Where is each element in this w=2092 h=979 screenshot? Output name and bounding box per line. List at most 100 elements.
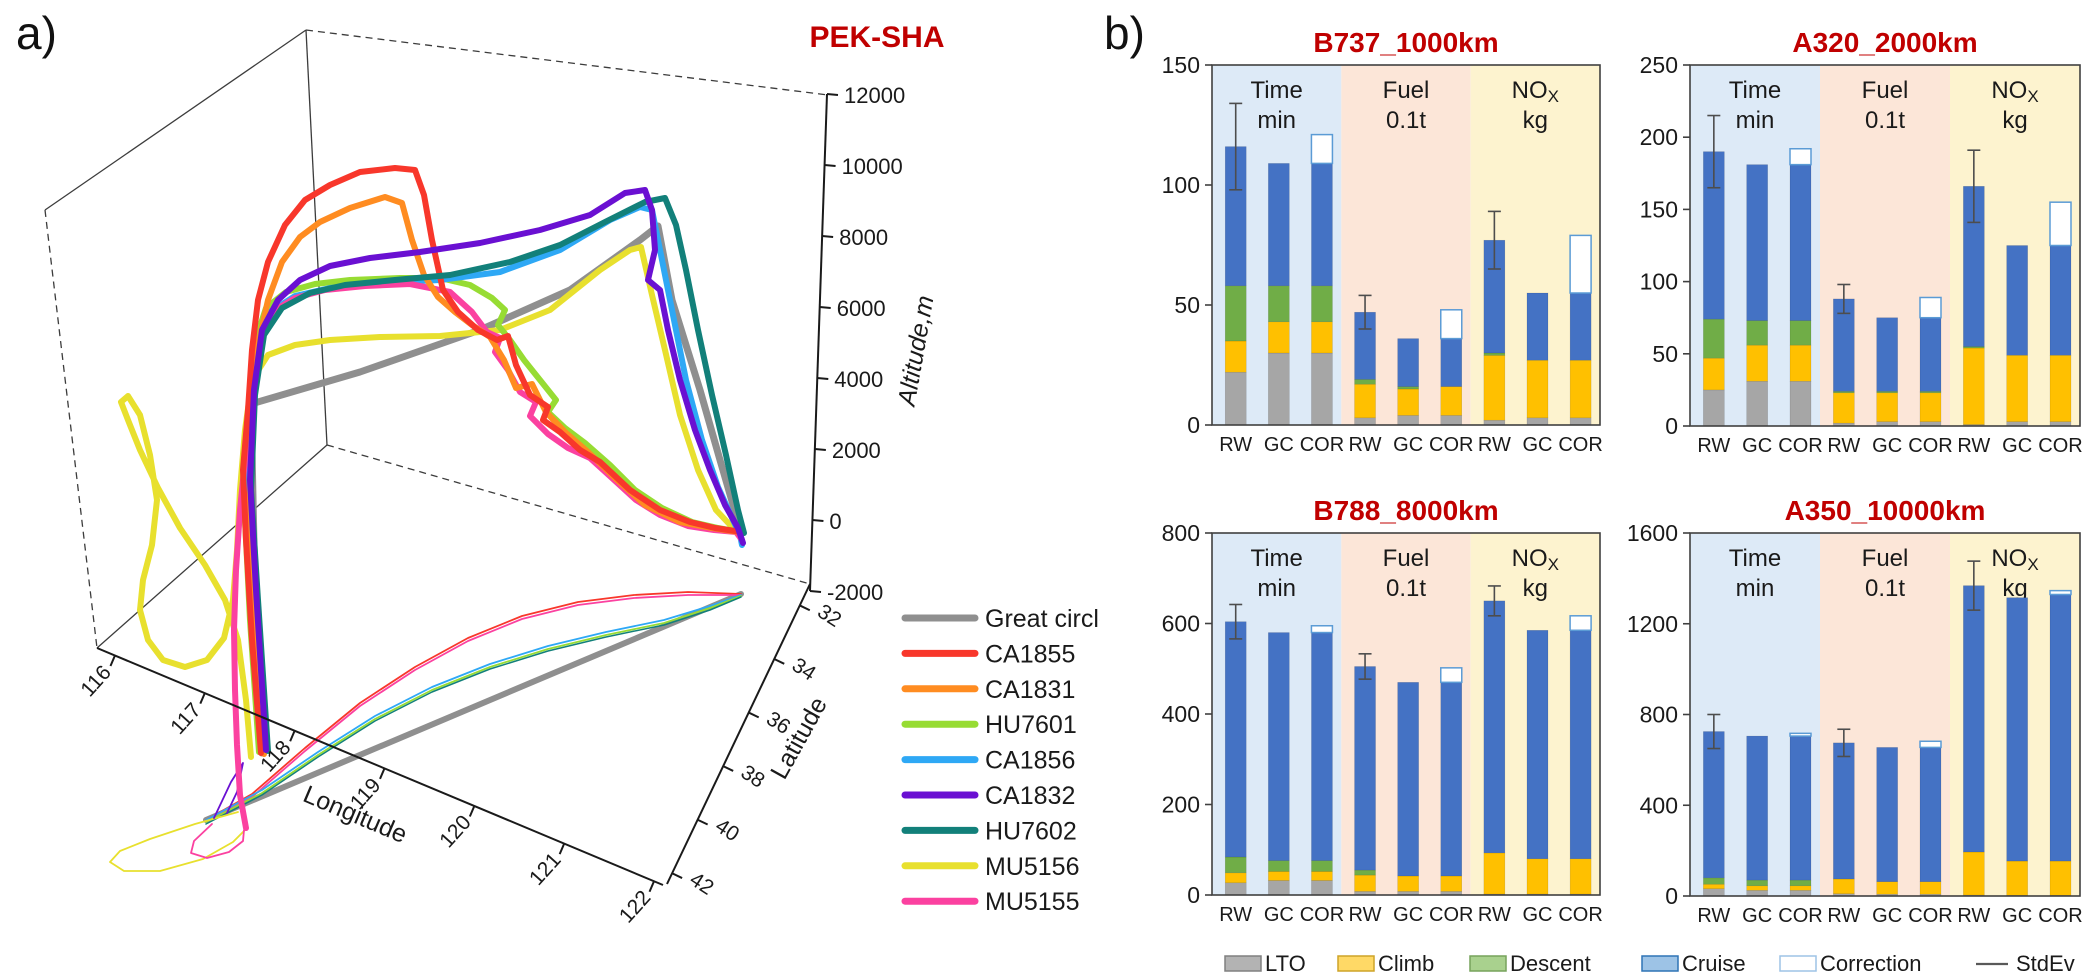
bar-segment-cruise <box>1440 338 1463 387</box>
bar-segment-lto <box>1746 380 1768 427</box>
chart-title-b737: B737_1000km <box>1313 27 1498 58</box>
altitude-tick <box>812 519 824 522</box>
x-label-RW: RW <box>1827 435 1860 457</box>
group-header: Fuel <box>1862 545 1909 572</box>
x-label-RW: RW <box>1957 905 1990 927</box>
bar-segment-climb <box>1789 885 1812 891</box>
y-tick-label: 0 <box>1665 883 1678 909</box>
bar-segment-descent <box>1703 877 1725 885</box>
bar-segment-climb <box>1268 871 1290 881</box>
panel-a-title: PEK-SHA <box>809 21 944 54</box>
bar-segment-cruise <box>1268 163 1290 287</box>
ground-track-mid-bundle-green <box>205 595 742 823</box>
x-label-COR: COR <box>1300 434 1344 456</box>
bar-segment-descent <box>1224 285 1247 342</box>
x-label-GC: GC <box>1264 434 1294 456</box>
y-tick-label: 0 <box>1187 882 1200 908</box>
plot-border <box>1211 64 1601 426</box>
legend-label-descent: Descent <box>1510 951 1591 976</box>
bar-segment-cruise <box>1397 682 1419 877</box>
legend-label-CA1856: CA1856 <box>985 747 1075 775</box>
longitude-axis <box>96 647 664 886</box>
bar-segment-lto <box>1789 890 1812 897</box>
x-label-GC: GC <box>1742 905 1772 927</box>
longitude-tick-label: 121 <box>525 849 566 890</box>
x-label-GC: GC <box>1522 904 1552 926</box>
ground-track-mid-bundle-cyan <box>205 594 742 821</box>
bar-segment-cruise <box>1789 735 1812 881</box>
y-tick-label: 800 <box>1640 702 1678 728</box>
bar-segment-climb <box>1483 355 1506 421</box>
legend-label-lto: LTO <box>1265 951 1306 976</box>
bar-segment-climb <box>1746 344 1768 382</box>
group-header: Time <box>1729 545 1781 572</box>
longitude-tick <box>199 692 206 705</box>
x-label-RW: RW <box>1697 435 1730 457</box>
latitude-tick <box>748 711 760 719</box>
bar-segment-cruise <box>1833 742 1855 880</box>
bar-segment-cruise <box>2006 245 2028 356</box>
x-label-COR: COR <box>1429 434 1473 456</box>
x-label-RW: RW <box>1697 905 1730 927</box>
bar-segment-climb <box>1268 321 1290 354</box>
bar-segment-correction <box>1919 740 1942 749</box>
longitude-tick-label: 120 <box>435 811 476 852</box>
bar-segment-descent <box>1311 285 1333 323</box>
bar-segment-climb <box>1526 359 1549 419</box>
bar-segment-cruise <box>1268 632 1290 861</box>
group-header: min <box>1736 107 1775 134</box>
bar-segment-climb <box>1746 885 1768 891</box>
latitude-tick-label: 40 <box>711 814 743 846</box>
bar-segment-climb <box>1789 344 1812 382</box>
bar-segment-cruise <box>1397 338 1419 387</box>
group-header: Fuel <box>1862 77 1909 104</box>
bar-segment-climb <box>1833 878 1855 894</box>
y-tick-label: 200 <box>1162 792 1200 818</box>
bar-segment-lto <box>1397 415 1419 426</box>
altitude-tick <box>817 377 829 380</box>
altitude-tick <box>809 590 822 593</box>
bar-segment-lto <box>1268 880 1290 896</box>
bar-segment-climb <box>1440 386 1463 416</box>
bar-segment-climb <box>1919 392 1942 422</box>
x-label-RW: RW <box>1957 435 1990 457</box>
bar-segment-cruise <box>1526 292 1549 361</box>
bar-segment-cruise <box>2049 594 2072 862</box>
x-label-RW: RW <box>1219 904 1252 926</box>
bar-segment-descent <box>1268 285 1290 323</box>
bar-segment-climb <box>1703 883 1725 889</box>
latitude-tick-label: 38 <box>737 761 769 793</box>
bar-segment-lto <box>1789 380 1812 427</box>
bar-segment-climb <box>1397 875 1419 892</box>
bar-segment-cruise <box>1876 317 1898 392</box>
x-label-COR: COR <box>1558 904 1602 926</box>
bar-segment-descent <box>1311 860 1333 872</box>
bar-segment-lto <box>1440 415 1463 426</box>
y-tick-label: 1600 <box>1627 520 1678 546</box>
altitude-tick-label: 8000 <box>839 225 888 250</box>
bar-segment-lto <box>1703 888 1725 897</box>
y-tick-label: 800 <box>1162 520 1200 546</box>
bar-segment-cruise <box>1919 747 1942 882</box>
group-header: min <box>1257 107 1296 134</box>
x-label-GC: GC <box>1872 905 1902 927</box>
bar-segment-climb <box>2006 354 2028 422</box>
y-tick-label: 200 <box>1640 124 1678 150</box>
longitude-tick <box>109 655 116 667</box>
group-header: kg <box>1523 107 1548 134</box>
ground-track-pink-loop <box>190 823 245 859</box>
x-label-COR: COR <box>1908 435 1952 457</box>
legend-label-cruise: Cruise <box>1682 951 1746 976</box>
bar-segment-lto <box>1746 890 1768 897</box>
bar-segment-climb <box>1569 858 1592 895</box>
x-label-COR: COR <box>1558 434 1602 456</box>
bar-segment-cruise <box>2049 245 2072 356</box>
x-label-GC: GC <box>2002 435 2032 457</box>
ground-track-great-circle-ground <box>203 591 744 823</box>
group-header: 0.1t <box>1865 575 1905 602</box>
chart-title-b788: B788_8000km <box>1313 495 1498 526</box>
latitude-tick-label: 34 <box>788 654 820 686</box>
bar-segment-cruise <box>1311 163 1333 287</box>
group-header: 0.1t <box>1865 107 1905 134</box>
